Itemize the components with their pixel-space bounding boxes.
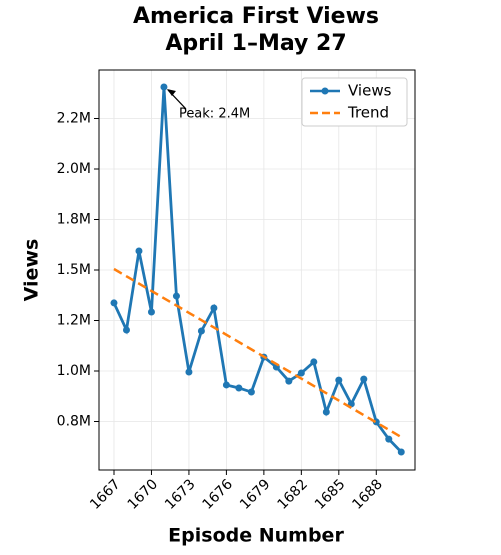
point — [385, 435, 393, 443]
point — [122, 326, 130, 334]
y-tick-label: 2.2M — [57, 110, 91, 126]
legend-marker — [321, 87, 329, 95]
point — [247, 388, 255, 396]
y-tick-label: 0.8M — [57, 414, 91, 430]
x-axis-label: Episode Number — [168, 525, 344, 547]
x-tick-label: 1682 — [274, 476, 311, 513]
point — [210, 304, 218, 312]
point — [235, 384, 243, 392]
point — [172, 292, 180, 300]
x-tick-label: 1685 — [312, 476, 349, 513]
point — [197, 327, 205, 335]
x-tick-label: 1676 — [200, 476, 237, 513]
point — [335, 376, 343, 384]
y-tick-label: 1.0M — [57, 363, 91, 379]
point — [322, 408, 330, 416]
point — [147, 308, 155, 316]
x-tick-label: 1670 — [125, 476, 162, 513]
point — [135, 247, 143, 255]
point — [222, 381, 230, 389]
point — [360, 375, 368, 383]
chart-subtitle: April 1–May 27 — [165, 31, 346, 56]
y-axis-label: Views — [21, 239, 43, 302]
y-tick-label: 2.0M — [57, 161, 91, 177]
annotation: Peak: 2.4M — [179, 106, 250, 121]
y-tick-label: 1.8M — [57, 211, 91, 227]
legend: Views Trend — [301, 77, 408, 127]
annotation-arrowhead — [166, 88, 176, 96]
x-tick-label: 1667 — [87, 476, 124, 513]
point — [397, 448, 405, 456]
legend-label: Trend — [347, 104, 389, 122]
point — [297, 369, 305, 377]
y-tick-label: 1.5M — [57, 262, 91, 278]
point — [285, 377, 293, 385]
chart-title: America First Views — [133, 4, 379, 29]
plot-frame — [98, 69, 416, 471]
x-tick-label: 1673 — [162, 476, 199, 513]
legend-label: Views — [348, 82, 392, 100]
series-line — [112, 86, 403, 453]
x-tick-label: 1679 — [237, 476, 274, 513]
trend-line — [113, 267, 402, 439]
x-tick-label: 1688 — [349, 476, 386, 513]
point — [185, 368, 193, 376]
point — [110, 299, 118, 307]
y-tick-label: 1.2M — [57, 313, 91, 329]
point — [160, 83, 168, 91]
point — [310, 358, 318, 366]
